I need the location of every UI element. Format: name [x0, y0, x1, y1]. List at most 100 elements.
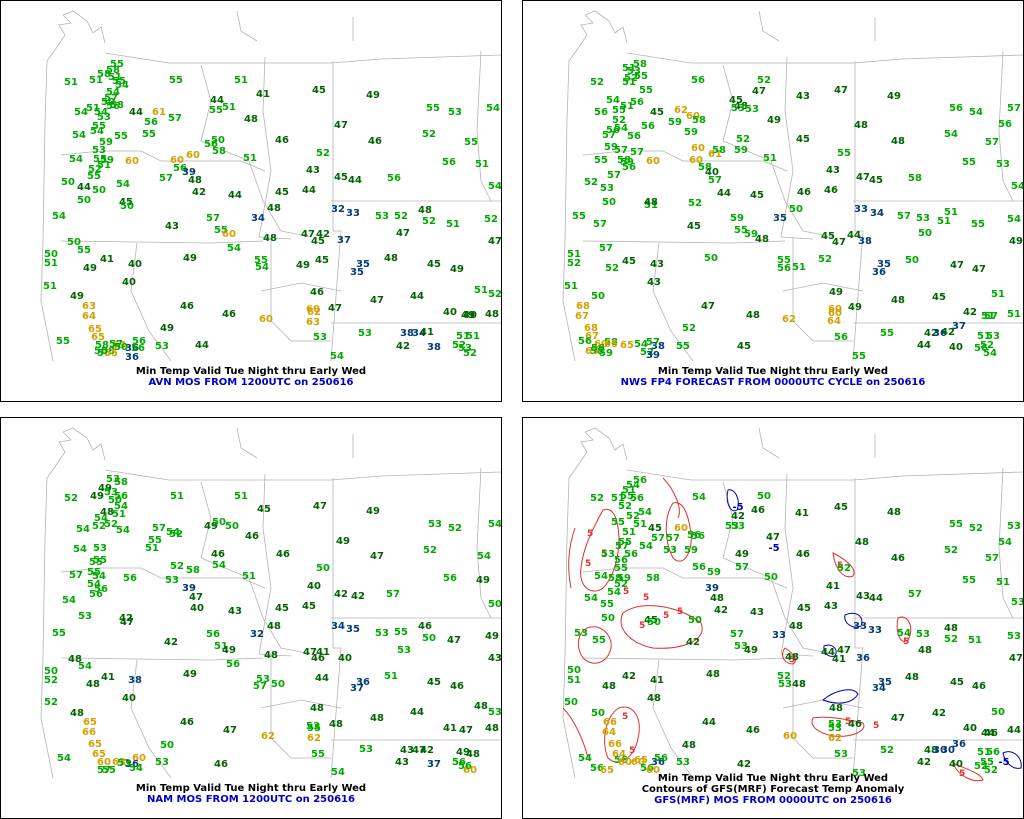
station-temp: 49 — [767, 115, 781, 126]
station-temp: 52 — [64, 493, 78, 504]
station-temp: 43 — [824, 601, 838, 612]
station-temp: 50 — [789, 204, 803, 215]
station-temp: 44 — [917, 340, 931, 351]
station-temp: 52 — [626, 511, 640, 522]
station-temp: 57 — [651, 533, 665, 544]
station-temp: 56 — [998, 119, 1012, 130]
station-temp: 56 — [949, 103, 963, 114]
station-temp: 52 — [452, 340, 466, 351]
station-temp: 51 — [622, 485, 636, 496]
station-temp: 53 — [117, 758, 131, 769]
station-temp: 55 — [594, 155, 608, 166]
station-temp: 54 — [227, 243, 241, 254]
station-temp: 44 — [410, 707, 424, 718]
station-temp: 60 — [631, 757, 645, 768]
station-temp: 53 — [448, 107, 462, 118]
station-temp: 58 — [712, 145, 726, 156]
station-temp: 60 — [97, 757, 111, 768]
station-temp: 52 — [422, 216, 436, 227]
station-temp: 40 — [443, 307, 457, 318]
map-panel-nws-fp4: 58 51 52 51 55 56 52 47 43 47 49 45 48 56 55 45 62 60 59 58… — [522, 0, 1024, 402]
station-temp: 52 — [44, 697, 58, 708]
station-temp: 56 — [132, 336, 146, 347]
station-temp: 59 — [734, 145, 748, 156]
station-temp: 48 — [887, 507, 901, 518]
station-temp: 51 — [89, 75, 103, 86]
station-temp: 60 — [828, 304, 842, 315]
station-temp: 58 — [604, 337, 618, 348]
station-temp: 45 — [932, 292, 946, 303]
station-temp: 44 — [981, 728, 995, 739]
station-temp: 46 — [180, 717, 194, 728]
station-temp: 60 — [686, 111, 700, 122]
station-temp: 59 — [684, 545, 698, 556]
station-temp: 54 — [486, 103, 500, 114]
station-temp: 56 — [614, 755, 628, 766]
station-temp: 37 — [427, 759, 441, 770]
station-temp: 51 — [611, 493, 625, 504]
station-temp: 54 — [92, 571, 106, 582]
station-temp: 51 — [620, 101, 634, 112]
station-temp: 40 — [963, 723, 977, 734]
station-temp: 49 — [98, 483, 112, 494]
station-temp: 41 — [832, 654, 846, 665]
station-temp: 51 — [564, 281, 578, 292]
station-temp: 51 — [633, 519, 647, 530]
station-temp: 36 — [125, 352, 139, 363]
station-temp: 47 — [752, 86, 766, 97]
svg-text:5: 5 — [837, 561, 843, 571]
station-temp: 50 — [564, 697, 578, 708]
station-temp: 54 — [106, 87, 120, 98]
station-temp: 54 — [78, 661, 92, 672]
station-temp: 65 — [585, 346, 599, 357]
station-temp: 53 — [306, 721, 320, 732]
station-temp: 51 — [567, 249, 581, 260]
station-temp: 38 — [858, 236, 872, 247]
svg-text:5: 5 — [959, 769, 965, 779]
station-temp: 51 — [214, 641, 228, 652]
station-temp: 56 — [106, 101, 120, 112]
station-temp: 43 — [306, 165, 320, 176]
station-temp: 55 — [464, 137, 478, 148]
station-temp: 47 — [334, 120, 348, 131]
station-temp: 36 — [856, 653, 870, 664]
station-temp: 53 — [97, 112, 111, 123]
station-temp: 53 — [1011, 597, 1024, 608]
svg-text:5: 5 — [629, 746, 635, 756]
station-temp: 50 — [601, 613, 615, 624]
station-temp: 51 — [64, 77, 78, 88]
station-temp: 57 — [168, 113, 182, 124]
station-temp: 52 — [463, 348, 477, 359]
station-temp: 54 — [477, 551, 491, 562]
station-temp: 53 — [734, 641, 748, 652]
station-temp: 53 — [458, 343, 472, 354]
station-temp: 48 — [384, 253, 398, 264]
station-temp: 51 — [622, 77, 636, 88]
station-temp: 52 — [422, 129, 436, 140]
station-temp: 48 — [792, 679, 806, 690]
station-temp: 52 — [777, 671, 791, 682]
station-temp: 53 — [78, 611, 92, 622]
station-temp: 57 — [253, 681, 267, 692]
station-temp: 52 — [488, 289, 502, 300]
station-temp: 53 — [663, 545, 677, 556]
station-temp: 45 — [312, 85, 326, 96]
station-temp: 51 — [475, 159, 489, 170]
station-temp: 45 — [315, 255, 329, 266]
station-temp: 52 — [624, 73, 638, 84]
station-temp: 47 — [488, 236, 502, 247]
station-temp: 54 — [1007, 214, 1021, 225]
station-temp: 48 — [68, 654, 82, 665]
station-temp: 57 — [104, 93, 118, 104]
svg-text:5: 5 — [903, 637, 909, 647]
station-temp: 55 — [611, 517, 625, 528]
station-temp: 45 — [648, 523, 662, 534]
station-temp: 59 — [100, 155, 114, 166]
station-temp: 51 — [97, 160, 111, 171]
station-temp: 50 — [67, 237, 81, 248]
station-temp: 45 — [650, 107, 664, 118]
station-temp: 57 — [735, 562, 749, 573]
station-temp: 54 — [488, 181, 502, 192]
station-temp: 56 — [452, 757, 466, 768]
